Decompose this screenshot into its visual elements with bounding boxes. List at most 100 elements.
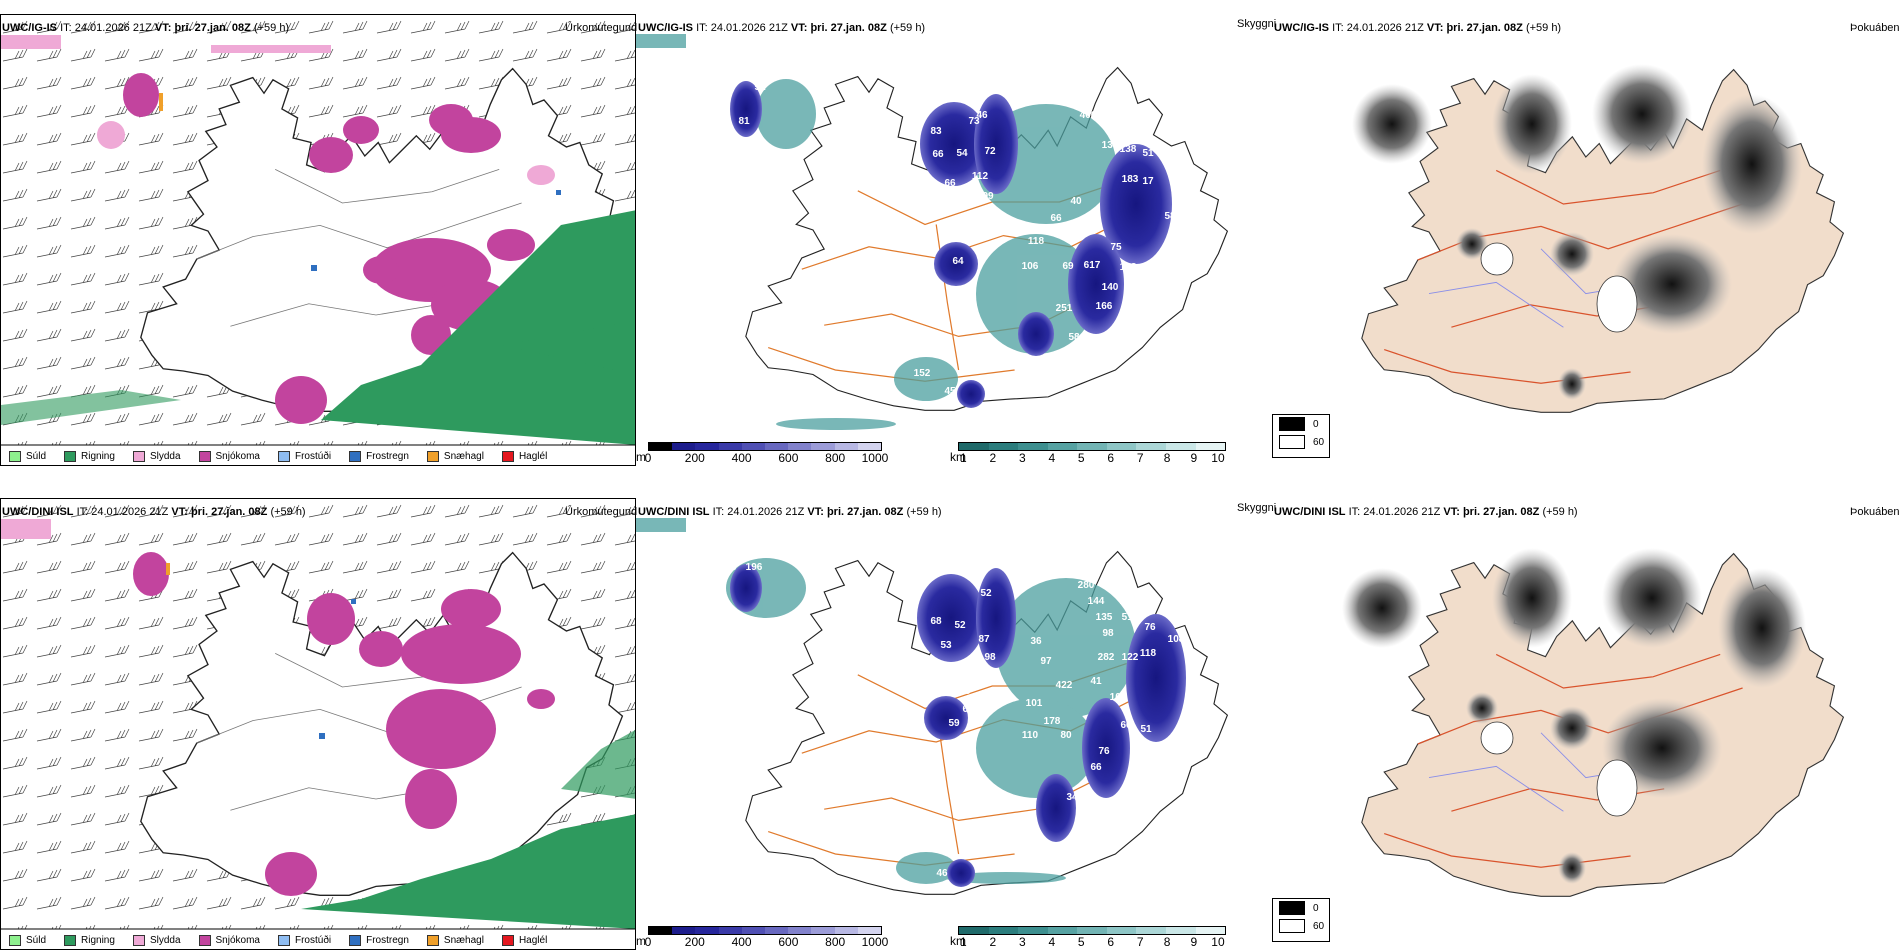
colorbar-swatches — [648, 926, 882, 935]
fog-panel-row2: 0 60 — [1272, 498, 1900, 950]
snow-label: 106 — [1022, 261, 1039, 272]
snow-label: 144 — [1088, 596, 1105, 607]
snow-label: 69 — [1062, 261, 1074, 272]
cbar-tick: 800 — [825, 935, 846, 949]
snow-label: 208 — [954, 686, 971, 697]
legend-swatch — [1279, 417, 1305, 431]
snow-label: 166 — [1096, 301, 1113, 312]
snow-label: 76 — [1098, 746, 1110, 757]
snow-label: 99 — [982, 191, 994, 202]
snow-label: 108 — [1120, 262, 1137, 273]
legend-swatch — [132, 450, 145, 462]
cbar-tick: 3 — [1018, 935, 1026, 949]
rain-areas — [301, 730, 635, 929]
visibility-title-row2: Skyggni — [1237, 502, 1277, 514]
fog-map-row1 — [1352, 64, 1844, 413]
legend-item: Rigning — [64, 934, 115, 946]
legend-item: Slydda — [132, 450, 181, 462]
visibility-panel-row1: 81 51 83 66 54 66 112 73 99 72 46 406 13… — [636, 14, 1272, 466]
snow-label: 64 — [952, 256, 964, 267]
cbar-unit-m: m — [636, 450, 646, 464]
cbar-tick: 2 — [989, 935, 997, 949]
snow-label: 45 — [944, 386, 956, 397]
precip-map-row2 — [1, 499, 635, 949]
snow-label: 138 — [1120, 144, 1137, 155]
legend-item: 0 — [1279, 899, 1329, 917]
visibility-title-row1: Skyggni — [1237, 18, 1277, 30]
legend-item: Haglél — [501, 934, 547, 946]
legend-swatch — [9, 934, 21, 946]
legend-item: Snæhagl — [426, 450, 484, 462]
legend-item: 60 — [1279, 433, 1329, 451]
snow-label: 118 — [1028, 236, 1045, 247]
snow-label: 72 — [984, 146, 996, 157]
snow-label: 11 — [1137, 296, 1148, 307]
legend-swatch — [1279, 901, 1305, 915]
snow-label: 68 — [930, 616, 942, 627]
legend-swatch — [277, 934, 290, 946]
legend-item: Slydda — [132, 934, 181, 946]
cbar-tick: 1000 — [861, 451, 889, 465]
snow-label: 110 — [1022, 730, 1039, 741]
cbar-tick: 6 — [1107, 451, 1115, 465]
visibility-header-row1: UWC/IG-IS IT: 24.01.2026 21Z VT: þri. 27… — [638, 22, 926, 34]
visibility-map-row1 — [636, 34, 1228, 430]
cbar-tick: 1 — [960, 935, 967, 949]
snow-depth-labels-row1: 81 51 83 66 54 66 112 73 99 72 46 406 13… — [738, 82, 1194, 397]
snow-label: 130 — [1102, 140, 1119, 151]
legend-item: Rigning — [64, 450, 115, 462]
visibility-map-row2 — [636, 518, 1228, 895]
colorbar-visibility-row2: 1 2 3 4 5 6 7 8 9 10 — [958, 926, 1226, 949]
snow-label: 135 — [1096, 612, 1113, 623]
snow-label: 98 — [984, 652, 996, 663]
cbar-tick: 1 — [960, 451, 967, 465]
cbar-tick: 9 — [1190, 935, 1198, 949]
legend-item: Súld — [9, 934, 46, 946]
legend-swatch — [277, 450, 290, 462]
snow-label: 66 — [944, 178, 956, 189]
precip-map-row1 — [1, 15, 635, 465]
cbar-unit-km: km — [950, 450, 966, 464]
snow-label: 59 — [948, 718, 960, 729]
precip-title-row2: Úrkomutegund — [565, 506, 638, 518]
snow-label: 66 — [1090, 762, 1102, 773]
colorbar-visibility-row1: 1 2 3 4 5 6 7 8 9 10 — [958, 442, 1226, 465]
snow-label: 140 — [1102, 282, 1119, 293]
snow-label: 61 — [1146, 276, 1158, 287]
fog-title-row1: Þokuábendi — [1850, 22, 1900, 34]
cbar-unit-m: m — [636, 934, 646, 948]
snow-label: 514 — [1122, 612, 1139, 623]
legend-item: Frostregn — [349, 450, 409, 462]
cbar-tick: 400 — [731, 935, 752, 949]
legend-swatch — [1279, 919, 1305, 933]
cbar-tick: 0 — [644, 935, 652, 949]
snow-label: 87 — [978, 634, 990, 645]
snow-label: 104 — [1110, 692, 1127, 703]
snow-label: 101 — [1026, 698, 1043, 709]
legend-swatch — [64, 934, 77, 946]
snow-label: 178 — [1044, 716, 1061, 727]
fog-legend-row2: 0 60 — [1272, 898, 1330, 942]
precip-legend-row2: Súld Rigning Slydda Snjókoma Frostúði Fr… — [1, 929, 557, 949]
snow-label: 58 — [1164, 211, 1176, 222]
cbar-tick: 5 — [1077, 935, 1085, 949]
legend-swatch — [349, 450, 362, 462]
legend-item: Snjókoma — [198, 450, 260, 462]
legend-item: Haglél — [501, 450, 547, 462]
low-visibility-areas — [636, 34, 1116, 430]
legend-item: Súld — [9, 450, 46, 462]
snow-label: 53 — [940, 640, 952, 651]
snow-label: 36 — [1030, 636, 1042, 647]
colorbar-swatches — [648, 442, 882, 451]
cbar-tick: 600 — [778, 451, 799, 465]
snow-label: 66 — [1050, 213, 1062, 224]
snow-label: 134 — [1122, 118, 1139, 129]
snow-label: 152 — [914, 368, 931, 379]
visibility-header-row2: UWC/DINI ISL IT: 24.01.2026 21Z VT: þri.… — [638, 506, 942, 518]
fog-panel-row1: 0 60 — [1272, 14, 1900, 466]
snow-label: 58 — [1068, 332, 1080, 343]
legend-swatch — [9, 450, 21, 462]
precip-panel-row1: Súld Rigning Slydda Snjókoma Frostúði Fr… — [0, 14, 636, 466]
cbar-tick: 3 — [1018, 451, 1026, 465]
snow-label: 66 — [932, 149, 944, 160]
